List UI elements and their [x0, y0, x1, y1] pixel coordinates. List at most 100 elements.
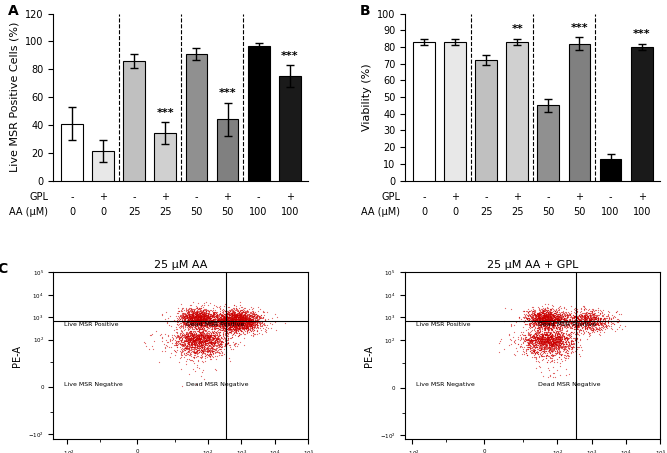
Point	[171, 342, 182, 349]
Point	[238, 317, 249, 324]
Point	[536, 317, 546, 324]
Point	[199, 314, 209, 322]
Point	[601, 314, 612, 322]
Point	[532, 313, 543, 320]
Point	[200, 308, 211, 315]
Point	[181, 312, 191, 319]
Point	[195, 331, 206, 338]
Point	[233, 323, 243, 330]
Point	[566, 337, 577, 344]
Point	[228, 314, 239, 321]
Point	[193, 337, 204, 345]
Point	[557, 312, 568, 319]
Point	[537, 306, 548, 313]
Point	[574, 318, 585, 326]
Point	[538, 309, 548, 316]
Point	[236, 321, 247, 328]
Point	[234, 310, 245, 317]
Point	[200, 316, 211, 323]
Point	[543, 336, 554, 343]
Point	[183, 307, 193, 314]
Point	[532, 311, 542, 318]
Point	[227, 317, 238, 324]
Point	[596, 320, 607, 327]
Point	[561, 317, 572, 324]
Point	[199, 319, 210, 327]
Point	[226, 309, 237, 317]
Point	[540, 323, 551, 331]
Point	[526, 315, 537, 322]
Point	[238, 320, 249, 328]
Point	[598, 314, 609, 322]
Point	[223, 338, 233, 346]
Point	[211, 318, 221, 325]
Point	[176, 335, 187, 342]
Point	[189, 334, 200, 341]
Point	[548, 335, 558, 342]
Point	[219, 313, 229, 321]
Point	[191, 352, 202, 359]
Point	[193, 318, 203, 325]
Point	[177, 317, 188, 324]
Point	[542, 336, 552, 343]
Point	[530, 336, 541, 343]
Point	[536, 336, 547, 343]
Point	[177, 340, 187, 347]
Point	[535, 317, 546, 324]
Point	[202, 324, 213, 331]
Point	[547, 317, 558, 324]
Point	[553, 335, 564, 342]
Point	[195, 304, 205, 311]
Point	[568, 325, 579, 333]
Point	[188, 340, 199, 347]
Point	[215, 309, 225, 316]
Point	[209, 321, 220, 328]
Point	[203, 347, 214, 354]
Point	[588, 310, 598, 318]
Point	[237, 303, 247, 310]
Point	[192, 347, 203, 355]
Point	[229, 313, 240, 320]
Point	[186, 337, 197, 344]
Point	[173, 309, 183, 317]
Point	[576, 319, 586, 327]
Point	[196, 324, 207, 331]
Point	[548, 317, 558, 324]
Point	[542, 330, 552, 337]
Point	[232, 320, 243, 327]
Point	[187, 324, 197, 331]
Point	[193, 318, 203, 325]
Point	[542, 317, 553, 324]
Point	[588, 319, 599, 326]
Point	[536, 340, 546, 347]
Point	[191, 333, 202, 341]
Point	[197, 368, 207, 375]
Point	[550, 314, 560, 321]
Point	[565, 311, 576, 318]
Point	[529, 346, 540, 353]
Point	[534, 315, 544, 322]
Point	[179, 340, 189, 347]
Point	[534, 327, 545, 334]
Point	[528, 313, 539, 320]
Point	[188, 323, 199, 330]
Point	[557, 318, 568, 326]
Point	[199, 350, 210, 357]
Point	[546, 333, 557, 340]
Point	[540, 308, 551, 315]
Point	[545, 314, 556, 322]
Point	[537, 313, 548, 320]
Point	[550, 321, 560, 328]
Point	[543, 306, 554, 313]
Point	[181, 345, 192, 352]
Point	[223, 340, 233, 347]
Point	[531, 348, 542, 356]
Point	[217, 350, 227, 357]
Point	[211, 319, 222, 326]
Point	[184, 313, 195, 320]
Point	[215, 316, 226, 323]
Point	[184, 338, 195, 346]
Point	[185, 344, 196, 352]
Point	[181, 312, 192, 319]
Point	[185, 335, 195, 342]
